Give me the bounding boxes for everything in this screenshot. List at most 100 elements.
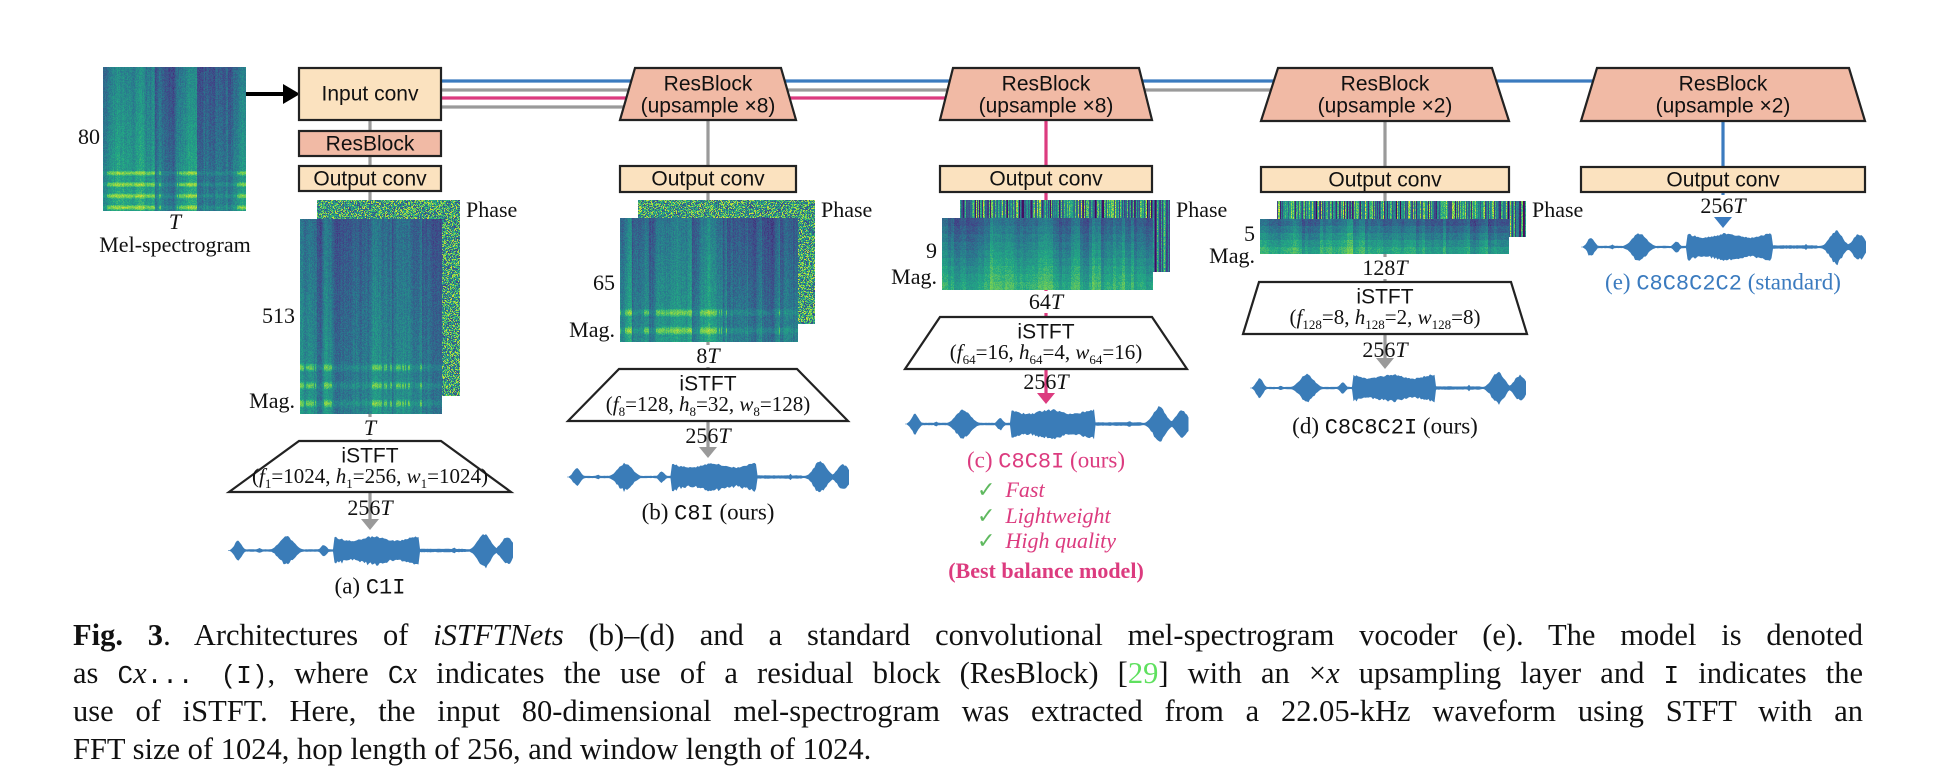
istft-param-segment: ( <box>252 464 260 489</box>
caption-segment: (b)–(d) and a standard convolutional mel… <box>563 618 1863 652</box>
caption-line: Fig. 3. Architectures of iSTFTNets (b)–(… <box>73 620 1863 651</box>
istft-param-segment: ( <box>949 340 957 365</box>
output-length-var: T <box>718 423 731 448</box>
istft-label-b: iSTFT <box>679 372 737 396</box>
istft-param-segment: =16) <box>1102 340 1143 365</box>
istft-param-segment: =2, <box>1384 305 1418 330</box>
caption-tag: (c) <box>967 447 999 473</box>
caption-segment: x <box>403 656 417 690</box>
frames-var: T <box>363 415 377 440</box>
highlight-item: ✓ Fast <box>977 479 1045 501</box>
caption-model-name: C8C8C2C2 <box>1636 271 1742 297</box>
frames-count: 8 <box>696 343 708 368</box>
istft-param-segment: =16, <box>975 340 1019 365</box>
output-length-b: 256T <box>685 425 730 447</box>
model-caption-e: (e) C8C8C2C2 (standard) <box>1605 271 1841 296</box>
mag-label-a: Mag. <box>249 388 295 413</box>
mel-dim-label: 80 <box>78 124 100 149</box>
arrow-head-b <box>699 447 717 458</box>
istft-label-d: iSTFT <box>1356 285 1414 309</box>
caption-line: as Cx... (I), where Cx indicates the use… <box>73 658 1863 689</box>
caption-line: use of iSTFT. Here, the input 80-dimensi… <box>73 696 1863 727</box>
istft-params-a: (f1=1024, h1=256, w1=1024) <box>252 466 488 490</box>
model-caption-a: (a) C1I <box>335 575 406 600</box>
upsample-label-e: (upsample ×2) <box>1655 94 1791 118</box>
resblock-upsample-box-c <box>938 66 1154 122</box>
output-length-d: 256T <box>1362 339 1407 361</box>
output-length-count: 256 <box>347 495 381 520</box>
istft-param-segment: 128 <box>1431 316 1452 332</box>
input-conv-label: Input conv <box>321 82 419 106</box>
istft-param-segment: f <box>956 340 963 365</box>
caption-segment: x <box>1326 656 1340 690</box>
magnitude-spectrogram-a <box>300 219 442 414</box>
citation-link[interactable]: 29 <box>1127 656 1159 690</box>
istft-params-d: (f128=8, h128=2, w128=8) <box>1290 307 1481 331</box>
freq-bins-label-b: 65 <box>593 270 615 295</box>
istft-params-b: (f8=128, h8=32, w8=128) <box>606 394 810 418</box>
istft-param-segment: =32, <box>696 392 740 417</box>
output-length-a: 256T <box>347 497 392 519</box>
phase-label-d: Phase <box>1532 197 1584 222</box>
istft-param-segment: 1 <box>264 475 272 491</box>
output-conv-label-b: Output conv <box>651 167 765 191</box>
frames-var: T <box>707 343 720 368</box>
output-conv-box-e <box>1579 165 1867 194</box>
frames-label-d: 128T <box>1361 257 1409 279</box>
resblock-box-a <box>297 129 443 158</box>
resblock-upsample-box-d <box>1259 66 1511 123</box>
caption-segment: upsampling layer and <box>1339 656 1664 690</box>
istft-param-segment: w <box>739 392 754 417</box>
output-length-count: 256 <box>1700 193 1734 218</box>
istft-param-segment: w <box>1075 340 1090 365</box>
resblock-upsample-box-b <box>618 66 798 122</box>
check-icon: ✓ <box>977 528 996 553</box>
istft-param-segment: h <box>335 464 347 489</box>
istft-param-segment: 128 <box>1365 316 1385 332</box>
mel-time-label: T <box>168 209 182 234</box>
istft-box-d <box>1241 280 1529 336</box>
model-caption-d: (d) C8C8C2I (ours) <box>1292 415 1478 440</box>
output-conv-box-c <box>938 164 1154 194</box>
caption-segment: . Architectures of <box>163 618 434 652</box>
istft-label-a: iSTFT <box>341 444 399 468</box>
waveform-c <box>905 406 1189 442</box>
istft-param-segment: 1 <box>346 475 353 491</box>
caption-segment: , where <box>267 656 388 690</box>
phase-label-c: Phase <box>1176 197 1228 222</box>
istft-param-segment: =128, <box>625 392 679 417</box>
istft-label-c: iSTFT <box>1017 320 1075 344</box>
caption-segment: indicates the use of a residual block (R… <box>417 656 1128 690</box>
arrow-head-e <box>1714 217 1732 228</box>
resblock-upsample-box-e <box>1579 66 1867 123</box>
resblock-label-a: ResBlock <box>325 132 415 156</box>
istft-param-segment: 64 <box>962 351 976 367</box>
check-icon: ✓ <box>977 477 996 502</box>
output-conv-label-c: Output conv <box>989 167 1103 191</box>
freq-bins-label-a: 513 <box>262 303 295 328</box>
caption-model-name: C8C8I <box>998 449 1065 475</box>
caption-segment: x <box>133 656 147 690</box>
freq-bins-label-d: 5 <box>1244 221 1255 246</box>
highlight-text: High quality <box>1005 528 1117 553</box>
caption-segment: FFT size of 1024, hop length of 256, and… <box>73 732 872 766</box>
upsample-label-b: (upsample ×8) <box>640 94 776 118</box>
resblock-label-c: ResBlock <box>1001 72 1091 96</box>
istft-param-segment: =8, <box>1321 305 1355 330</box>
input-conv-box <box>297 66 443 122</box>
caption-model-name: C8I <box>674 501 714 527</box>
caption-segment: Fig. 3 <box>73 618 164 652</box>
freq-bins-label-c: 9 <box>926 238 937 263</box>
istft-param-segment: w <box>406 464 421 489</box>
magnitude-spectrogram-b <box>620 218 798 342</box>
phase-label-b: Phase <box>821 197 873 222</box>
check-icon: ✓ <box>977 503 996 528</box>
istft-param-segment: f <box>1296 305 1303 330</box>
highlight-item: ✓ High quality <box>977 530 1116 552</box>
istft-param-segment: f <box>612 392 619 417</box>
output-length-count: 256 <box>1023 369 1057 394</box>
output-conv-box-a <box>297 164 443 193</box>
caption-segment: ... (I) <box>146 661 268 691</box>
